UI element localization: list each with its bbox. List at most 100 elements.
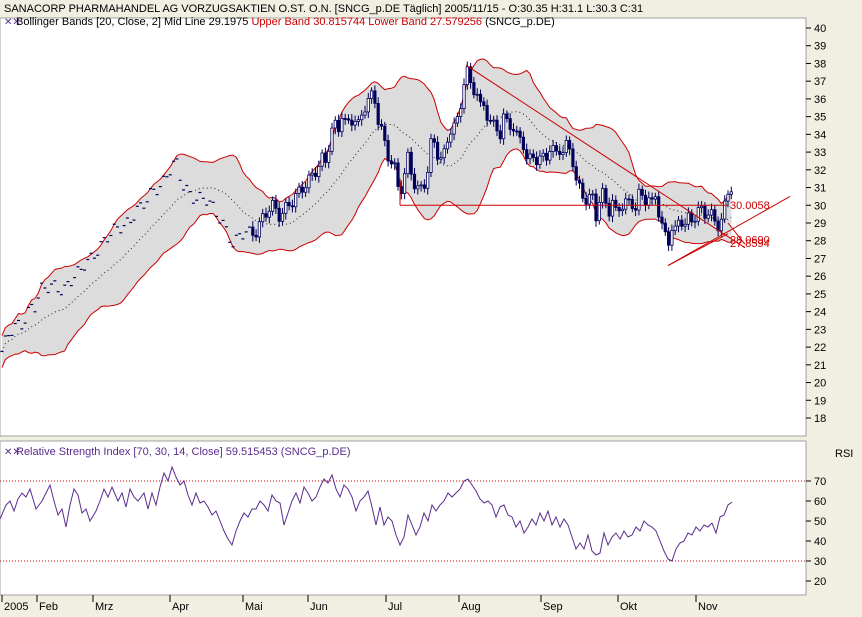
candle-body bbox=[472, 82, 476, 96]
candle-body bbox=[320, 152, 324, 167]
price-candle bbox=[475, 88, 479, 101]
price-candle bbox=[320, 149, 324, 172]
price-candle bbox=[313, 167, 318, 181]
candle-body bbox=[667, 231, 671, 246]
price-candle bbox=[290, 199, 295, 213]
price-tick-label: 19 bbox=[814, 395, 826, 407]
candle-body bbox=[442, 148, 446, 159]
rsi-legend-text: Relative Strength Index [70, 30, 14, Clo… bbox=[16, 446, 278, 458]
candle-body bbox=[465, 66, 469, 86]
candle-body bbox=[422, 184, 427, 189]
candle-body bbox=[383, 125, 387, 141]
price-candle bbox=[472, 76, 476, 99]
price-candle bbox=[445, 137, 450, 154]
price-candles bbox=[0, 61, 733, 353]
price-candle bbox=[601, 183, 605, 209]
candle-body bbox=[614, 199, 618, 208]
candle-body bbox=[307, 174, 311, 189]
candle-body bbox=[723, 200, 727, 220]
price-candle bbox=[360, 110, 364, 126]
candle-body bbox=[531, 153, 535, 158]
rsi-line bbox=[0, 465, 733, 562]
candle-body bbox=[601, 188, 605, 203]
candle-body bbox=[280, 212, 285, 222]
candle-body bbox=[548, 151, 552, 161]
price-candle bbox=[515, 125, 519, 136]
price-candle bbox=[317, 160, 321, 183]
price-candle bbox=[386, 134, 390, 167]
price-candle bbox=[525, 143, 529, 165]
candle-body bbox=[577, 179, 582, 184]
price-candle bbox=[389, 155, 394, 169]
price-candle bbox=[356, 115, 361, 127]
candle-body bbox=[551, 145, 555, 152]
price-tick-label: 38 bbox=[814, 59, 826, 71]
price-candle bbox=[667, 227, 671, 252]
time-tick-label: Jul bbox=[388, 601, 402, 613]
price-candle bbox=[287, 196, 291, 211]
price-candle bbox=[406, 148, 410, 179]
price-candle bbox=[581, 178, 585, 203]
price-candle bbox=[634, 202, 638, 217]
candle-body bbox=[376, 103, 380, 125]
price-candle bbox=[706, 209, 710, 223]
price-candle bbox=[254, 229, 258, 242]
downtrend-line bbox=[465, 64, 746, 249]
price-candle bbox=[548, 145, 552, 165]
candle-body bbox=[693, 220, 697, 223]
triangle-base-line bbox=[667, 233, 729, 266]
candle-body bbox=[297, 186, 301, 194]
price-candle bbox=[610, 194, 615, 223]
price-candle bbox=[346, 114, 351, 124]
price-candle bbox=[614, 195, 618, 211]
candle-body bbox=[290, 205, 295, 208]
price-candle bbox=[267, 205, 271, 224]
price-candle bbox=[564, 135, 568, 157]
candle-body bbox=[706, 214, 710, 219]
price-candle bbox=[501, 108, 506, 145]
candle-body bbox=[419, 184, 423, 187]
candle-body bbox=[650, 197, 654, 200]
candle-body bbox=[396, 162, 400, 187]
time-tick-label: Okt bbox=[620, 601, 637, 613]
bollinger-bands bbox=[1, 58, 732, 368]
candle-body bbox=[541, 152, 545, 157]
candle-body bbox=[700, 205, 704, 209]
rsi-tick-label: 70 bbox=[814, 476, 826, 488]
price-candle bbox=[343, 113, 347, 125]
price-candle bbox=[554, 142, 559, 156]
rsi-symbol: (SNCG_p.DE) bbox=[280, 446, 351, 458]
candle-body bbox=[363, 111, 367, 116]
candle-body bbox=[660, 216, 664, 224]
candle-body bbox=[680, 219, 684, 227]
price-candle bbox=[468, 62, 473, 89]
price-tick-label: 32 bbox=[814, 165, 826, 177]
candle-body bbox=[663, 222, 667, 233]
price-candle bbox=[657, 191, 661, 222]
price-candle bbox=[541, 149, 545, 162]
candle-body bbox=[495, 119, 499, 132]
candle-body bbox=[313, 172, 318, 177]
candle-body bbox=[386, 140, 390, 162]
candle-body bbox=[426, 171, 430, 189]
candle-body bbox=[521, 136, 526, 150]
price-candle bbox=[435, 136, 440, 166]
price-candle bbox=[251, 221, 255, 242]
trend-lines bbox=[399, 64, 791, 266]
price-tick-label: 22 bbox=[814, 342, 826, 354]
candle-body bbox=[630, 198, 634, 209]
price-annotation: 28.0690 bbox=[730, 235, 770, 247]
time-tick-label: Apr bbox=[172, 601, 189, 613]
price-candle bbox=[462, 78, 466, 114]
price-candle bbox=[538, 150, 542, 169]
rsi-tick-label: 60 bbox=[814, 496, 826, 508]
candle-body bbox=[515, 130, 519, 133]
price-candle bbox=[459, 103, 463, 123]
candle-body bbox=[709, 209, 714, 216]
candle-body bbox=[554, 145, 559, 152]
candle-body bbox=[640, 188, 644, 196]
candle-body bbox=[558, 150, 562, 155]
price-candle bbox=[307, 170, 311, 194]
